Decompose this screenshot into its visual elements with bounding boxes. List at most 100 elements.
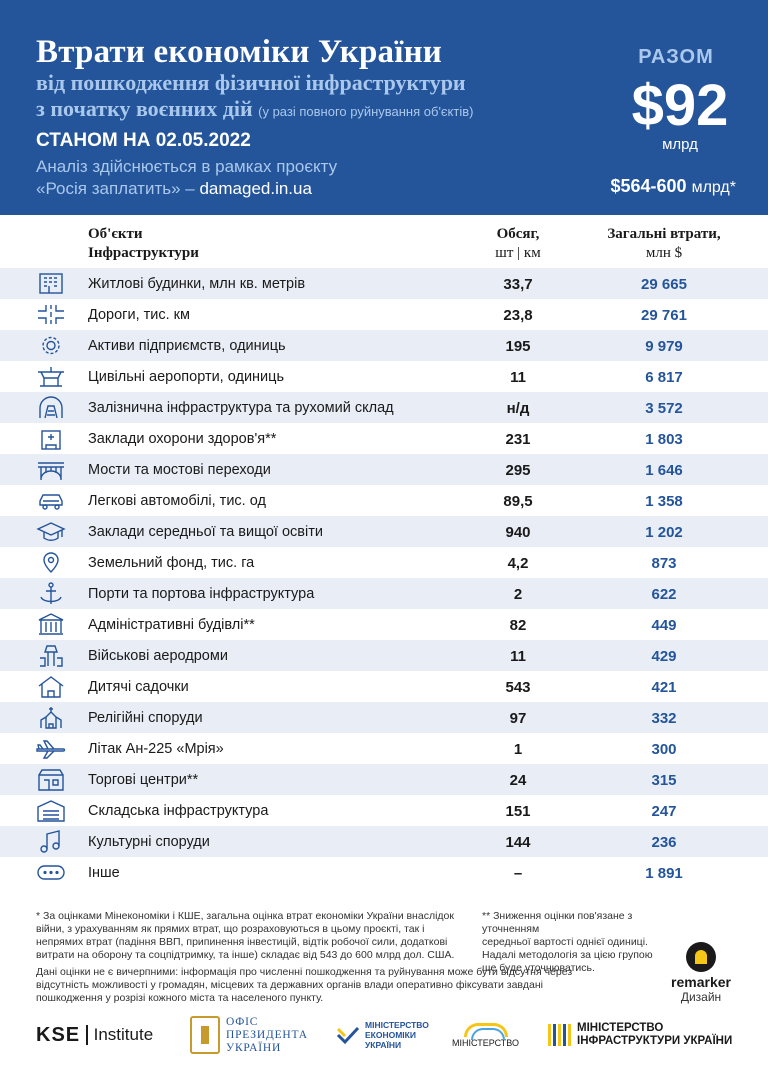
row-volume: 1: [513, 741, 523, 758]
table-row: Складська інфраструктура 151 247: [0, 795, 768, 826]
page-subtitle-line2: з початку воєнних дій (у разі повного ру…: [36, 96, 473, 122]
row-loss: 29 665: [641, 276, 687, 293]
row-volume: 195: [505, 338, 531, 355]
airport-icon: [36, 364, 66, 389]
row-loss: 29 761: [641, 307, 687, 324]
column-header-objects-line1: Об'єкти: [88, 226, 143, 242]
checkmark-logo-icon: [336, 1026, 360, 1045]
row-loss: 236: [651, 834, 677, 851]
row-volume: 151: [505, 803, 531, 820]
row-object-name: Заклади охорони здоров'я**: [88, 431, 277, 447]
row-volume: н/д: [506, 400, 530, 417]
row-loss: 1 358: [645, 493, 683, 510]
op-logo-line: УКРАЇНИ: [226, 1041, 282, 1054]
total-range-unit: млрд*: [691, 179, 736, 196]
row-object-name: Активи підприємств, одиниць: [88, 338, 286, 354]
row-object-name: Легкові автомобілі, тис. од: [88, 493, 266, 509]
kse-institute-logo: KSE Institute: [36, 1010, 153, 1060]
ministry-reintegration-logo: МІНІСТЕРСТВО: [452, 1010, 519, 1060]
row-volume: 82: [509, 617, 527, 634]
table-row: Порти та портова інфраструктура 2 622: [0, 578, 768, 609]
me-logo-line: УКРАЇНИ: [365, 1040, 402, 1050]
row-loss: 1 891: [645, 865, 683, 882]
row-object-name: Мости та мостові переходи: [88, 462, 271, 478]
road-icon: [36, 302, 66, 327]
row-loss: 332: [651, 710, 677, 727]
row-object-name: Інше: [88, 865, 120, 881]
table-row: Культурні споруди 144 236: [0, 826, 768, 857]
header-banner: Втрати економіки України від пошкодження…: [0, 0, 768, 215]
row-volume: –: [513, 865, 523, 882]
row-object-name: Дитячі садочки: [88, 679, 189, 695]
president-office-logo: ОФІС ПРЕЗИДЕНТА УКРАЇНИ: [190, 1010, 308, 1060]
row-volume: 144: [505, 834, 531, 851]
kse-logo-divider: [86, 1025, 88, 1045]
mr-logo-line: МІНІСТЕРСТВО: [452, 1037, 520, 1048]
graduation-cap-icon: [36, 519, 66, 544]
row-loss: 1 646: [645, 462, 683, 479]
trident-emblem-icon: [190, 1016, 220, 1054]
footnote-secondary-line: Надалі методологія за цією групою: [482, 949, 653, 961]
footnote-main-line: витрати на оборону та соцпідтримку, та і…: [36, 949, 455, 961]
report-date: СТАНОМ НА 02.05.2022: [36, 130, 251, 151]
row-loss: 429: [651, 648, 677, 665]
row-object-name: Дороги, тис. км: [88, 307, 190, 323]
row-object-name: Порти та портова інфраструктура: [88, 586, 315, 602]
subtitle-note: (у разі повного руйнування об'єктів): [258, 104, 474, 119]
row-loss: 873: [651, 555, 677, 572]
footnote-disclaimer-line: відсутність можливості у громадян, місце…: [36, 979, 543, 991]
project-name: «Росія заплатить» –: [36, 179, 195, 198]
kindergarten-icon: [36, 674, 66, 699]
row-object-name: Залізнична інфраструктура та рухомий скл…: [88, 400, 394, 416]
mi-logo-line: МІНІСТЕРСТВО: [577, 1022, 664, 1034]
row-loss: 622: [651, 586, 677, 603]
residential-building-icon: [36, 271, 66, 296]
subtitle-text: з початку воєнних дій: [36, 96, 253, 121]
row-loss: 315: [651, 772, 677, 789]
stripes-logo-icon: [548, 1024, 571, 1046]
column-header-volume-line1: Обсяг,: [496, 226, 540, 242]
partner-logos: KSE Institute ОФІС ПРЕЗИДЕНТА УКРАЇНИ МІ…: [0, 1010, 768, 1060]
footnote-disclaimer-line: пошкодження у розрізі кожного міста та н…: [36, 992, 324, 1004]
footnote-main-line: непрямих втрат (падіння ВВП, припинення …: [36, 936, 448, 948]
church-icon: [36, 705, 66, 730]
row-volume: 543: [505, 679, 531, 696]
row-loss: 6 817: [645, 369, 683, 386]
total-unit: млрд: [662, 136, 698, 153]
project-line2: «Росія заплатить» – damaged.in.ua: [36, 179, 312, 199]
kse-logo-sub: Institute: [93, 1025, 154, 1044]
footnote-secondary-line: середньої вартості однієї одиниці.: [482, 936, 648, 948]
total-range-value: $564-600: [610, 176, 687, 196]
designer-credit: remarker Дизайн: [664, 942, 738, 1004]
table-row: Земельний фонд, тис. га 4,2 873: [0, 547, 768, 578]
total-label: РАЗОМ: [638, 46, 714, 68]
total-range: $564-600 млрд*: [556, 176, 736, 197]
footnote-secondary-line: ще буде уточнюватись.: [482, 962, 595, 974]
column-header-objects-line2: Інфраструктури: [88, 245, 199, 261]
row-volume: 2: [513, 586, 523, 603]
row-volume: 11: [510, 648, 526, 665]
project-link[interactable]: damaged.in.ua: [199, 179, 312, 198]
row-object-name: Заклади середньої та вищої освіти: [88, 524, 323, 540]
control-tower-icon: [36, 643, 66, 668]
footnote-disclaimer: Дані оцінки не є вичерпними: інформація …: [36, 966, 596, 1005]
page-title: Втрати економіки України: [36, 34, 443, 70]
arc-logo-icon: [463, 1022, 508, 1040]
row-object-name: Релігійні споруди: [88, 710, 203, 726]
remarker-logo-icon: [686, 942, 716, 972]
row-object-name: Культурні споруди: [88, 834, 210, 850]
footnote-main-line: війни, з урахуванням як прямих втрат, що…: [36, 923, 425, 935]
government-building-icon: [36, 612, 66, 637]
table-row: Цивільні аеропорти, одиниць 11 6 817: [0, 361, 768, 392]
designer-role: Дизайн: [680, 990, 722, 1004]
bridge-icon: [36, 457, 66, 482]
me-logo-line: ЕКОНОМІКИ: [365, 1030, 416, 1040]
column-header-volume: Обсяг, шт | км: [468, 225, 568, 263]
row-volume: 940: [505, 524, 531, 541]
table-row: Залізнична інфраструктура та рухомий скл…: [0, 392, 768, 423]
row-loss: 449: [651, 617, 677, 634]
column-header-loss: Загальні втрати, млн $: [584, 225, 744, 263]
railway-tunnel-icon: [36, 395, 66, 420]
table-row: Житлові будинки, млн кв. метрів 33,7 29 66…: [0, 268, 768, 299]
map-pin-icon: [36, 550, 66, 575]
